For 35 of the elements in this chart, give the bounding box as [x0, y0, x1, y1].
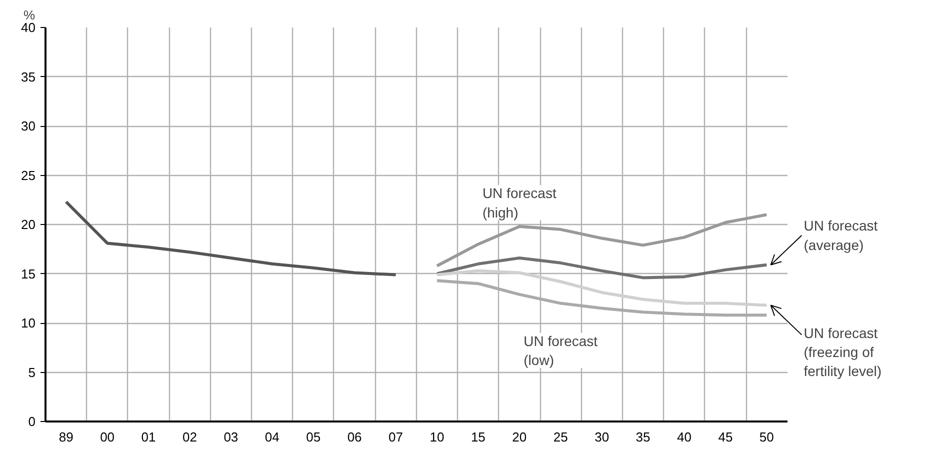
y-tick-label: 35 — [21, 69, 36, 84]
x-tick-label: 01 — [141, 430, 156, 444]
y-tick-label: 15 — [21, 266, 36, 282]
y-tick-label: 30 — [21, 118, 36, 134]
x-tick-label: 10 — [430, 430, 444, 444]
line-series — [435, 269, 768, 307]
y-tick-label: 5 — [28, 364, 36, 380]
x-tick-label: 40 — [677, 430, 692, 444]
x-tick-label: 04 — [264, 430, 280, 444]
x-tick-label: 20 — [512, 430, 527, 444]
y-tick-label: 10 — [21, 316, 36, 330]
x-tick-label: 45 — [718, 430, 733, 444]
x-tick-label: 25 — [553, 430, 568, 444]
y-tick-label: 25 — [21, 168, 36, 183]
x-tick-label: 05 — [306, 430, 321, 444]
x-tick-label: 06 — [347, 430, 362, 444]
text: UN forecast (average) — [804, 218, 878, 253]
x-tick-label: 35 — [636, 430, 650, 444]
y-tick-label: 40 — [21, 20, 36, 35]
line-series — [435, 256, 768, 280]
series-label: UN forecast (low) — [524, 332, 598, 368]
y-tick-label: 0 — [28, 414, 36, 429]
line-series — [64, 200, 398, 276]
x-tick-label: 02 — [182, 430, 197, 444]
x-tick-label: 30 — [594, 430, 610, 444]
x-tick-label: 50 — [759, 430, 774, 444]
y-axis-title: % — [24, 8, 36, 22]
x-tick-label: 15 — [470, 430, 486, 444]
x-tick-label: 89 — [58, 430, 74, 444]
text: UN forecast (freezing of fertility level) — [804, 324, 882, 380]
series-label: UN forecast (high) — [482, 185, 556, 220]
x-tick-label: 07 — [388, 430, 404, 444]
x-tick-label: 00 — [100, 430, 115, 444]
y-tick-label: 20 — [21, 217, 36, 232]
x-tick-label: 03 — [224, 430, 238, 444]
